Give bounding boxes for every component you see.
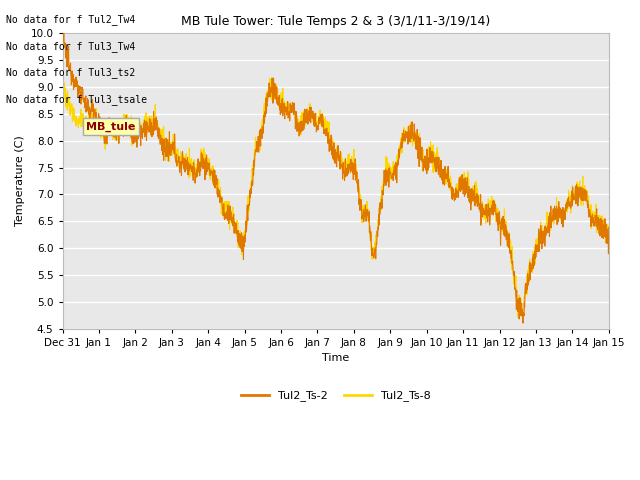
Tul2_Ts-8	[59, 88, 67, 94]
Tul2_Ts-8	[589, 216, 597, 221]
Tul2_Ts-2	[59, 30, 67, 36]
Tul2_Ts-2	[519, 320, 527, 326]
Tul2_Ts-2	[60, 28, 67, 34]
Tul2_Ts-2	[589, 219, 597, 225]
Text: No data for f Tul3_ts2: No data for f Tul3_ts2	[6, 67, 136, 78]
Line: Tul2_Ts-8: Tul2_Ts-8	[63, 78, 609, 321]
Tul2_Ts-8	[268, 75, 276, 81]
Tul2_Ts-2	[310, 121, 318, 127]
Title: MB Tule Tower: Tule Temps 2 & 3 (3/1/11-3/19/14): MB Tule Tower: Tule Temps 2 & 3 (3/1/11-…	[181, 15, 490, 28]
Tul2_Ts-2	[324, 130, 332, 136]
Tul2_Ts-8	[489, 206, 497, 212]
Tul2_Ts-2	[605, 224, 612, 230]
Tul2_Ts-2	[589, 215, 597, 220]
X-axis label: Time: Time	[322, 353, 349, 363]
Text: No data for f Tul3_Tw4: No data for f Tul3_Tw4	[6, 41, 136, 52]
Legend: Tul2_Ts-2, Tul2_Ts-8: Tul2_Ts-2, Tul2_Ts-8	[236, 386, 435, 406]
Tul2_Ts-8	[519, 318, 527, 324]
Tul2_Ts-2	[87, 111, 95, 117]
Tul2_Ts-8	[310, 114, 318, 120]
Text: MB_tule: MB_tule	[86, 122, 136, 132]
Tul2_Ts-8	[324, 127, 332, 132]
Tul2_Ts-8	[605, 226, 612, 232]
Tul2_Ts-8	[86, 116, 94, 122]
Tul2_Ts-8	[589, 214, 597, 219]
Tul2_Ts-2	[489, 198, 497, 204]
Line: Tul2_Ts-2: Tul2_Ts-2	[63, 31, 609, 323]
Text: No data for f Tul2_Tw4: No data for f Tul2_Tw4	[6, 14, 136, 25]
Y-axis label: Temperature (C): Temperature (C)	[15, 136, 25, 227]
Text: No data for f Tul3_tsale: No data for f Tul3_tsale	[6, 94, 147, 105]
